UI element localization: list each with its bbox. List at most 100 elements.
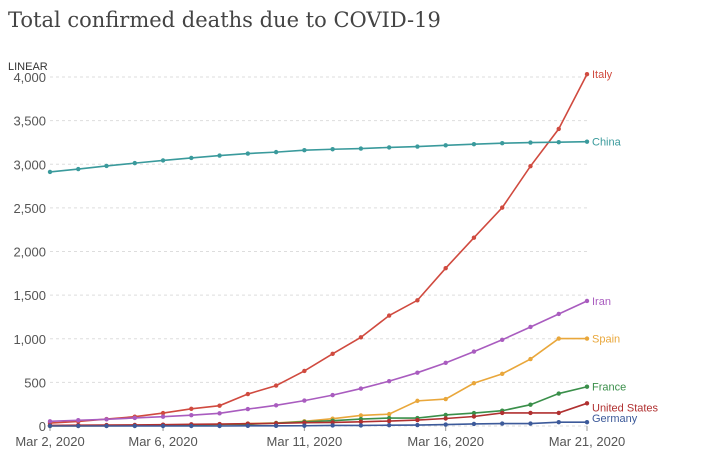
data-point-iran[interactable] bbox=[415, 370, 420, 375]
series-line-iran[interactable] bbox=[49, 300, 588, 423]
data-point-united-states[interactable] bbox=[415, 417, 420, 423]
data-point-china[interactable] bbox=[217, 153, 222, 158]
series-label-united-states[interactable]: United States bbox=[592, 402, 659, 414]
data-point-china[interactable] bbox=[358, 146, 364, 151]
data-point-china[interactable] bbox=[471, 141, 477, 147]
data-point-iran[interactable] bbox=[47, 419, 53, 424]
data-point-italy[interactable] bbox=[245, 391, 251, 397]
data-point-germany[interactable] bbox=[47, 423, 53, 429]
series-label-iran[interactable]: Iran bbox=[592, 296, 611, 308]
series-label-spain[interactable]: Spain bbox=[592, 334, 620, 346]
data-point-iran[interactable] bbox=[528, 324, 533, 330]
data-point-italy[interactable] bbox=[471, 235, 477, 240]
data-point-germany[interactable] bbox=[273, 423, 279, 429]
data-point-spain[interactable] bbox=[500, 371, 505, 377]
data-point-spain[interactable] bbox=[584, 336, 590, 341]
data-point-china[interactable] bbox=[330, 147, 335, 152]
data-point-iran[interactable] bbox=[500, 337, 505, 342]
data-point-italy[interactable] bbox=[330, 351, 335, 357]
data-point-iran[interactable] bbox=[330, 392, 335, 398]
data-point-china[interactable] bbox=[556, 139, 561, 145]
data-point-italy[interactable] bbox=[556, 126, 561, 132]
data-point-united-states[interactable] bbox=[500, 410, 505, 416]
data-point-germany[interactable] bbox=[189, 423, 194, 429]
data-point-germany[interactable] bbox=[415, 422, 420, 428]
data-point-iran[interactable] bbox=[386, 378, 392, 384]
data-point-spain[interactable] bbox=[415, 398, 420, 404]
data-point-iran[interactable] bbox=[584, 298, 590, 304]
data-point-germany[interactable] bbox=[104, 423, 109, 429]
data-point-italy[interactable] bbox=[528, 163, 533, 169]
data-point-united-states[interactable] bbox=[358, 419, 364, 425]
data-point-spain[interactable] bbox=[471, 380, 477, 386]
data-point-germany[interactable] bbox=[358, 423, 364, 428]
data-point-china[interactable] bbox=[302, 148, 307, 153]
data-point-germany[interactable] bbox=[132, 423, 137, 429]
data-point-iran[interactable] bbox=[132, 415, 137, 421]
data-point-iran[interactable] bbox=[556, 311, 561, 317]
data-point-italy[interactable] bbox=[500, 205, 505, 210]
data-point-china[interactable] bbox=[415, 144, 420, 149]
scale-toggle[interactable]: LINEAR bbox=[8, 61, 48, 73]
data-point-iran[interactable] bbox=[76, 418, 81, 423]
data-point-united-states[interactable] bbox=[302, 420, 307, 425]
data-point-spain[interactable] bbox=[358, 413, 364, 418]
data-point-china[interactable] bbox=[386, 145, 392, 150]
data-point-france[interactable] bbox=[471, 410, 477, 416]
data-point-spain[interactable] bbox=[556, 336, 561, 341]
data-point-iran[interactable] bbox=[104, 417, 109, 422]
data-point-united-states[interactable] bbox=[330, 420, 335, 425]
data-point-united-states[interactable] bbox=[528, 410, 533, 416]
data-point-iran[interactable] bbox=[189, 412, 194, 418]
data-point-italy[interactable] bbox=[358, 335, 364, 340]
data-point-united-states[interactable] bbox=[386, 418, 392, 424]
data-point-iran[interactable] bbox=[160, 414, 166, 419]
data-point-china[interactable] bbox=[273, 149, 279, 155]
data-point-germany[interactable] bbox=[160, 423, 166, 429]
data-point-germany[interactable] bbox=[443, 422, 448, 427]
data-point-germany[interactable] bbox=[556, 419, 561, 425]
data-point-china[interactable] bbox=[189, 155, 194, 161]
data-point-germany[interactable] bbox=[500, 421, 505, 426]
data-point-united-states[interactable] bbox=[556, 410, 561, 416]
data-point-germany[interactable] bbox=[245, 423, 251, 429]
data-point-iran[interactable] bbox=[358, 386, 364, 391]
data-point-spain[interactable] bbox=[528, 356, 533, 362]
data-point-united-states[interactable] bbox=[471, 414, 477, 419]
data-point-italy[interactable] bbox=[386, 313, 392, 318]
data-point-china[interactable] bbox=[104, 163, 109, 169]
data-point-china[interactable] bbox=[76, 166, 81, 172]
series-line-italy[interactable] bbox=[49, 73, 588, 424]
data-point-china[interactable] bbox=[132, 160, 137, 166]
data-point-china[interactable] bbox=[584, 139, 590, 144]
data-point-china[interactable] bbox=[528, 140, 533, 145]
data-point-china[interactable] bbox=[160, 158, 166, 163]
series-label-france[interactable]: France bbox=[592, 382, 626, 394]
data-point-germany[interactable] bbox=[330, 423, 335, 428]
series-label-germany[interactable]: Germany bbox=[592, 413, 638, 425]
data-point-iran[interactable] bbox=[273, 403, 279, 408]
series-label-italy[interactable]: Italy bbox=[592, 69, 613, 81]
data-point-china[interactable] bbox=[500, 141, 505, 146]
data-point-italy[interactable] bbox=[302, 368, 307, 374]
data-point-united-states[interactable] bbox=[443, 416, 448, 421]
data-point-france[interactable] bbox=[556, 391, 561, 396]
data-point-italy[interactable] bbox=[189, 406, 194, 412]
data-point-italy[interactable] bbox=[443, 265, 448, 271]
data-point-iran[interactable] bbox=[471, 349, 477, 354]
data-point-france[interactable] bbox=[528, 402, 533, 407]
data-point-iran[interactable] bbox=[302, 398, 307, 403]
data-point-germany[interactable] bbox=[471, 421, 477, 427]
data-point-italy[interactable] bbox=[160, 410, 166, 416]
data-point-germany[interactable] bbox=[528, 421, 533, 426]
data-point-spain[interactable] bbox=[386, 411, 392, 417]
data-point-china[interactable] bbox=[443, 143, 448, 148]
data-point-italy[interactable] bbox=[415, 298, 420, 303]
series-line-united-states[interactable] bbox=[49, 402, 588, 427]
data-point-spain[interactable] bbox=[443, 396, 448, 402]
data-point-italy[interactable] bbox=[217, 403, 222, 408]
data-point-china[interactable] bbox=[47, 169, 53, 175]
data-point-france[interactable] bbox=[443, 412, 448, 418]
data-point-italy[interactable] bbox=[584, 72, 590, 77]
data-point-iran[interactable] bbox=[245, 406, 251, 412]
